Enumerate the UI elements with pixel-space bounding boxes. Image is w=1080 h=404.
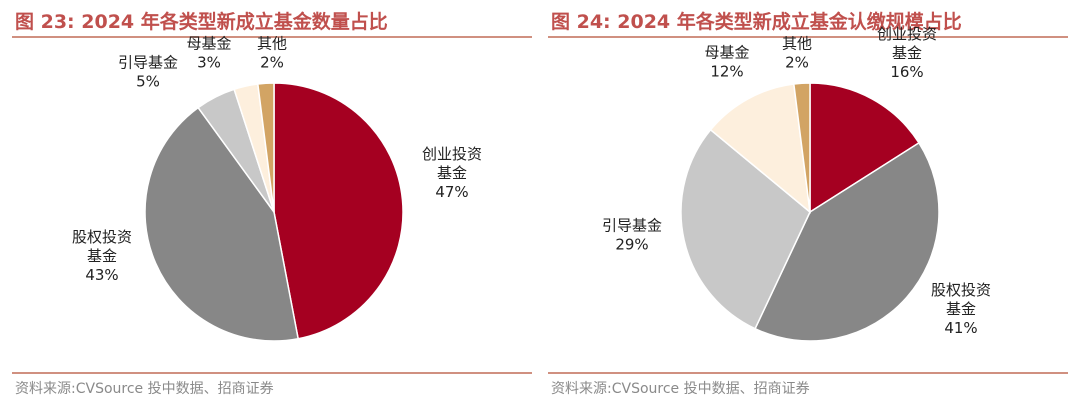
- slice-category-label: 创业投资: [422, 145, 482, 163]
- chart-panel-fund-scale: 图 24: 2024 年各类型新成立基金认缴规模占比 创业投资 基金 16% 股权投资…: [548, 0, 1073, 404]
- chart-panel-fund-count: 图 23: 2024 年各类型新成立基金数量占比 创业投资 基金 47% 股权投资 基金…: [12, 0, 537, 404]
- title-divider: [12, 36, 532, 38]
- slice-category-label: 股权投资: [931, 281, 991, 299]
- slice-category-label: 基金: [87, 247, 117, 265]
- slice-category-label: 引导基金: [118, 54, 178, 72]
- slice-category-label: 其他: [257, 35, 287, 53]
- slice-value-label: 12%: [710, 63, 743, 81]
- pie-slice-1: [754, 141, 940, 342]
- pie-slice-0: [809, 82, 920, 214]
- slice-category-label: 基金: [946, 300, 976, 318]
- slice-value-label: 41%: [944, 319, 977, 337]
- slice-value-label: 2%: [785, 54, 809, 72]
- slice-value-label: 16%: [890, 63, 923, 81]
- pie-slice-1: [144, 106, 300, 342]
- slice-category-label: 母基金: [704, 44, 749, 62]
- pie-slice-4: [792, 82, 811, 213]
- slice-value-label: 47%: [435, 183, 468, 201]
- slice-value-label: 43%: [85, 266, 118, 284]
- slice-value-label: 3%: [197, 54, 221, 72]
- source-divider: [12, 372, 532, 374]
- chart-title: 图 23: 2024 年各类型新成立基金数量占比: [15, 11, 388, 33]
- slice-label-4: 其他2%: [782, 35, 812, 72]
- slice-category-label: 母基金: [186, 35, 231, 53]
- pie-slice-2: [680, 128, 811, 330]
- slice-category-label: 其他: [782, 35, 812, 53]
- slice-value-label: 29%: [615, 236, 648, 254]
- source-divider: [548, 372, 1068, 374]
- chart-title: 图 24: 2024 年各类型新成立基金认缴规模占比: [551, 11, 962, 33]
- source-note: 资料来源:CVSource 投中数据、招商证券: [551, 381, 810, 397]
- pie-slice-3: [709, 83, 811, 214]
- slice-category-label: 基金: [437, 164, 467, 182]
- slice-category-label: 创业投资: [877, 25, 937, 43]
- pie-slice-0: [273, 82, 404, 340]
- pie-slice-4: [256, 82, 275, 213]
- title-divider: [548, 36, 1068, 38]
- source-note: 资料来源:CVSource 投中数据、招商证券: [15, 381, 274, 397]
- slice-label-4: 其他2%: [257, 35, 287, 72]
- slice-category-label: 股权投资: [72, 228, 132, 246]
- slice-category-label: 基金: [892, 44, 922, 62]
- slice-category-label: 引导基金: [602, 217, 662, 235]
- slice-value-label: 2%: [260, 54, 284, 72]
- slice-value-label: 5%: [136, 73, 160, 91]
